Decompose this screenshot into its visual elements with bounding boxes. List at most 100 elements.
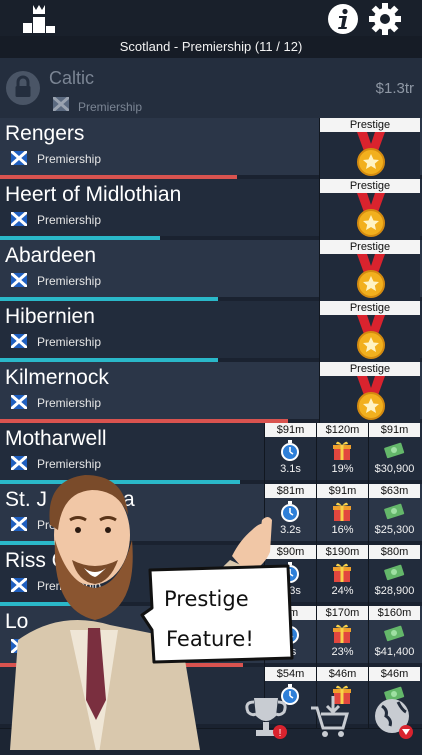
upgrade-value: 3.2s	[280, 524, 301, 536]
team-row[interactable]: Kilmernock Premiership Prestige	[0, 362, 422, 424]
progress-bar	[0, 480, 240, 484]
team-row[interactable]: Abardeen Premiership Prestige	[0, 240, 422, 302]
gift-icon	[333, 441, 351, 460]
upgrade-button[interactable]: $190m 24%	[316, 545, 368, 606]
upgrade-value: 23%	[331, 646, 354, 658]
cash-icon	[384, 564, 405, 581]
podium-crown-icon[interactable]	[22, 3, 56, 33]
prestige-button[interactable]: Prestige	[319, 118, 420, 179]
upgrade-cost: $91m	[265, 423, 316, 437]
cart-download-icon	[311, 696, 349, 737]
upgrade-button[interactable]: $91m $30,900	[368, 423, 420, 484]
medal-icon	[357, 193, 385, 237]
upgrade-button[interactable]: $170m 23%	[316, 606, 368, 667]
world-button[interactable]	[362, 684, 422, 750]
svg-text:!: !	[279, 728, 282, 739]
locked-team-name: Caltic	[49, 68, 95, 88]
upgrade-button[interactable]: $160m $41,400	[368, 606, 420, 667]
locked-team-value: $1.3tr	[375, 80, 414, 97]
team-row[interactable]: Rengers Premiership Prestige	[0, 118, 422, 180]
upgrade-cost: $190m	[317, 545, 368, 559]
scotland-flag-icon	[53, 97, 69, 111]
upgrade-value: 19%	[331, 463, 354, 475]
upgrade-value: $30,900	[374, 463, 415, 475]
team-row[interactable]: Hibernien Premiership Prestige	[0, 301, 422, 363]
upgrade-stats: $90m3.3s$190m 24% $80m $28,900	[264, 545, 420, 606]
upgrade-button[interactable]: $80m $28,900	[368, 545, 420, 606]
upgrade-cost: $170m	[317, 606, 368, 620]
upgrade-stats: $54m $46m $46m	[264, 667, 420, 728]
scotland-flag-icon	[11, 517, 27, 531]
team-row[interactable]: Heert of Midlothian Premiership Prestige	[0, 179, 422, 241]
speech-bubble	[140, 564, 294, 664]
upgrade-button[interactable]: $91m 16%	[316, 484, 368, 545]
league-title: Scotland - Premiership (11 / 12)	[119, 39, 303, 54]
prestige-label: Prestige	[320, 240, 420, 254]
prestige-label: Prestige	[320, 179, 420, 193]
scotland-flag-icon	[11, 273, 27, 287]
prestige-button[interactable]: Prestige	[319, 362, 420, 423]
upgrade-stats: $81m 3.2s $91m 16% $63m $25,300	[264, 484, 420, 545]
upgrade-value: $41,400	[374, 646, 415, 658]
locked-team-row[interactable]: Caltic Premiership $1.3tr	[0, 58, 422, 118]
upgrade-button[interactable]: $120m 19%	[316, 423, 368, 484]
upgrade-button[interactable]: $90m3.3s	[264, 545, 316, 606]
medal-icon	[357, 376, 385, 420]
speech-line-2: Feature!	[166, 627, 254, 651]
prestige-label: Prestige	[320, 362, 420, 376]
cash-icon	[384, 442, 405, 459]
upgrade-button[interactable]: $63m $25,300	[368, 484, 420, 545]
medal-icon	[357, 254, 385, 298]
scotland-flag-icon	[11, 334, 27, 348]
team-name: Hibernien	[5, 305, 95, 328]
stopwatch-icon	[281, 440, 299, 461]
gift-icon	[333, 563, 351, 582]
upgrade-button[interactable]: $91m 3.1s	[264, 423, 316, 484]
upgrade-cost: $91m	[317, 484, 368, 498]
prestige-button[interactable]: Prestige	[319, 179, 420, 240]
progress-bar	[0, 236, 160, 240]
upgrade-cost: $120m	[317, 423, 368, 437]
gear-icon[interactable]	[368, 2, 402, 36]
upgrade-value: 16%	[331, 524, 354, 536]
team-name: Lo	[5, 610, 29, 633]
prestige-button[interactable]: Prestige	[319, 240, 420, 301]
team-league: Premiership	[37, 274, 102, 288]
progress-bar	[0, 175, 237, 179]
stopwatch-icon	[281, 501, 299, 522]
prestige-label: Prestige	[320, 301, 420, 315]
upgrade-cost: $63m	[369, 484, 420, 498]
gift-icon	[333, 685, 351, 704]
trophy-button[interactable]: !	[236, 684, 296, 750]
scotland-flag-icon	[11, 212, 27, 226]
stopwatch-icon	[281, 684, 299, 705]
shop-button[interactable]	[299, 684, 359, 750]
speech-bubble-text: Prestige Feature!	[164, 587, 254, 651]
upgrade-cost: $46m	[369, 667, 420, 681]
upgrade-cost: $54m	[265, 667, 316, 681]
upgrade-button[interactable]: $54m	[264, 667, 316, 728]
gift-icon	[333, 624, 351, 643]
team-name: Abardeen	[5, 244, 97, 267]
upgrade-value: $28,900	[374, 585, 415, 597]
team-league: Premiership	[37, 213, 102, 227]
upgrade-cost: $81m	[265, 484, 316, 498]
upgrade-button[interactable]: $46m	[316, 667, 368, 728]
team-name: Rengers	[5, 122, 85, 145]
team-row[interactable]: Motharwell Premiership $91m 3.1s $120m 19% $91…	[0, 423, 422, 485]
info-icon[interactable]	[327, 3, 359, 35]
lock-icon	[6, 71, 40, 105]
progress-track	[0, 236, 422, 240]
upgrade-stats: $91m 3.1s $120m 19% $91m $30,900	[264, 423, 420, 484]
upgrade-cost: $90m	[265, 545, 316, 559]
prestige-button[interactable]: Prestige	[319, 301, 420, 362]
upgrade-button[interactable]: $81m 3.2s	[264, 484, 316, 545]
progress-bar	[0, 297, 218, 301]
upgrade-button[interactable]: $46m	[368, 667, 420, 728]
prestige-label: Prestige	[320, 118, 420, 132]
locked-team-league: Premiership	[78, 100, 143, 114]
upgrade-cost: $46m	[317, 667, 368, 681]
team-league: Premiership	[37, 457, 102, 471]
upgrade-cost: $160m	[369, 606, 420, 620]
